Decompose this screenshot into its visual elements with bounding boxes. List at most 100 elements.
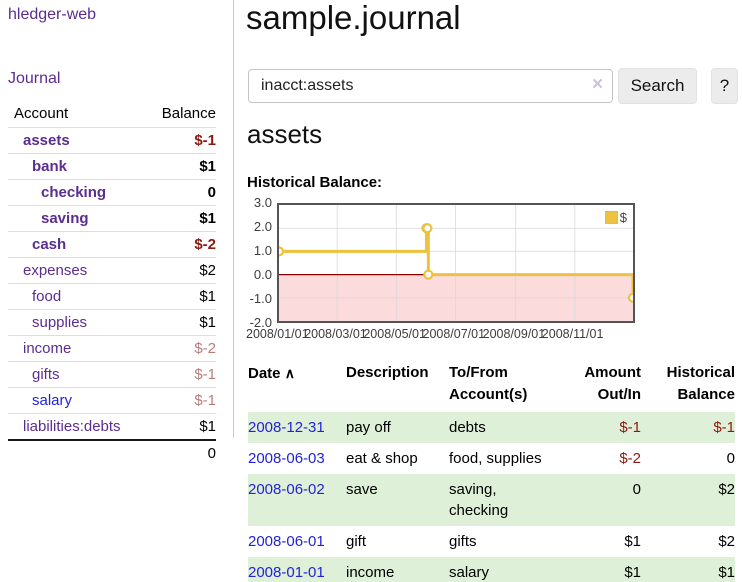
historical-balance-chart[interactable]: $	[277, 203, 635, 323]
date-header-label: Date	[248, 365, 281, 382]
chart-heading: Historical Balance:	[247, 174, 383, 191]
register-col-accounts: To/From Account(s)	[449, 364, 528, 403]
x-axis-tick: 2008/09/01	[482, 327, 546, 341]
account-link[interactable]: liabilities:debts	[23, 418, 121, 435]
transaction-balance: $-1	[713, 419, 735, 436]
account-link[interactable]: cash	[32, 236, 67, 253]
app-brand-link[interactable]: hledger-web	[8, 6, 97, 23]
transaction-description: eat & shop	[346, 450, 418, 467]
account-link[interactable]: income	[23, 340, 72, 357]
account-balance: $-1	[143, 127, 216, 154]
legend-label: $	[619, 210, 627, 225]
transaction-balance: $2	[718, 481, 735, 498]
transaction-amount: 0	[632, 481, 641, 498]
transaction-date-link[interactable]: 2008-06-01	[248, 533, 325, 550]
account-row: salary $-1	[8, 387, 216, 414]
register-col-date[interactable]: Date ∧	[248, 360, 346, 412]
help-button[interactable]: ?	[711, 68, 738, 104]
register-col-description: Description	[346, 364, 429, 381]
account-balance: 0	[143, 179, 216, 206]
transaction-balance: $2	[718, 533, 735, 550]
account-link[interactable]: salary	[32, 392, 73, 409]
search-button[interactable]: Search	[618, 68, 697, 104]
register-col-balance: Historical Balance	[666, 364, 735, 403]
account-row: supplies $1	[8, 309, 216, 336]
account-row: liabilities:debts $1	[8, 413, 216, 440]
account-link[interactable]: supplies	[32, 314, 88, 331]
account-link[interactable]: checking	[41, 184, 107, 201]
account-row: food $1	[8, 283, 216, 310]
account-link[interactable]: food	[32, 288, 62, 305]
transaction-date-link[interactable]: 2008-12-31	[248, 419, 325, 436]
transaction-row: 2008-06-03 eat & shop food, supplies $-2 0	[248, 443, 735, 474]
register-col-amount: Amount Out/In	[584, 364, 641, 403]
x-axis-tick: 2008/01/01	[246, 327, 309, 341]
x-axis-tick: 2008/11/01	[541, 327, 604, 341]
transaction-description: pay off	[346, 419, 391, 436]
x-axis-tick: 2008/03/01	[304, 327, 367, 341]
account-row: bank $1	[8, 153, 216, 180]
transaction-row: 2008-01-01 income salary $1 $1	[248, 557, 735, 582]
account-balance: $2	[143, 257, 216, 284]
section-title: assets	[247, 119, 323, 149]
sidebar-item-journal[interactable]: Journal	[8, 70, 61, 87]
account-link[interactable]: bank	[32, 158, 68, 175]
account-balance: $1	[143, 153, 216, 180]
transaction-row: 2008-06-01 gift gifts $1 $2	[248, 526, 735, 557]
transaction-amount: $1	[624, 564, 641, 581]
account-row: assets $-1	[8, 127, 216, 154]
transaction-description: save	[346, 481, 378, 498]
accounts-total-value: 0	[143, 439, 216, 466]
search-input[interactable]	[248, 69, 613, 103]
account-row: saving $1	[8, 205, 216, 232]
chart-legend: $	[603, 210, 628, 225]
transaction-accounts: debts	[449, 419, 486, 436]
legend-swatch	[604, 211, 618, 224]
register-header-row: Date ∧ Description To/From Account(s) Am…	[248, 360, 735, 412]
account-balance: $-2	[143, 231, 216, 258]
y-axis-tick: 3.0	[253, 195, 272, 210]
account-balance: $-2	[143, 335, 216, 362]
account-balance: $-1	[143, 387, 216, 414]
sidebar-divider	[233, 0, 234, 438]
accounts-col-balance: Balance	[161, 105, 216, 122]
y-axis-tick: -1.0	[249, 291, 272, 306]
transaction-accounts: food, supplies	[449, 450, 542, 467]
account-row: cash $-2	[8, 231, 216, 258]
accounts-table: Account Balance assets $-1 bank $1 checking 0…	[8, 102, 216, 466]
transaction-date-link[interactable]: 2008-01-01	[248, 564, 325, 581]
account-link[interactable]: expenses	[23, 262, 88, 279]
register-table: Date ∧ Description To/From Account(s) Am…	[248, 360, 735, 582]
page-title: sample.journal	[246, 0, 461, 36]
account-row: checking 0	[8, 179, 216, 206]
transaction-accounts: gifts	[449, 533, 477, 550]
y-axis-tick: 0.0	[253, 267, 272, 282]
account-balance: $1	[143, 283, 216, 310]
accounts-col-account: Account	[14, 105, 69, 122]
transaction-balance: 0	[726, 450, 735, 467]
chart-canvas	[279, 205, 633, 321]
transaction-accounts: saving, checking	[449, 481, 509, 519]
transaction-date-link[interactable]: 2008-06-03	[248, 450, 325, 467]
transaction-row: 2008-06-02 save saving, checking 0 $2	[248, 474, 735, 526]
transaction-description: income	[346, 564, 395, 581]
transaction-balance: $1	[718, 564, 735, 581]
account-row: income $-2	[8, 335, 216, 362]
clear-search-icon[interactable]: ×	[592, 74, 604, 95]
transaction-date-link[interactable]: 2008-06-02	[248, 481, 325, 498]
transaction-row: 2008-12-31 pay off debts $-1 $-1	[248, 412, 735, 443]
sort-ascending-icon: ∧	[284, 365, 295, 381]
account-balance: $1	[143, 205, 216, 232]
account-link[interactable]: assets	[23, 132, 70, 149]
account-balance: $-1	[143, 361, 216, 388]
x-axis-tick: 2008/05/01	[363, 327, 426, 341]
account-balance: $1	[143, 413, 216, 440]
accounts-table-header: Account Balance	[8, 102, 216, 128]
accounts-total-row: 0	[8, 439, 216, 466]
transaction-amount: $1	[624, 533, 641, 550]
x-axis-tick: 2008/07/01	[422, 327, 486, 341]
account-link[interactable]: saving	[41, 210, 89, 227]
account-balance: $1	[143, 309, 216, 336]
account-link[interactable]: gifts	[32, 366, 60, 383]
transaction-amount: $-2	[619, 450, 641, 467]
